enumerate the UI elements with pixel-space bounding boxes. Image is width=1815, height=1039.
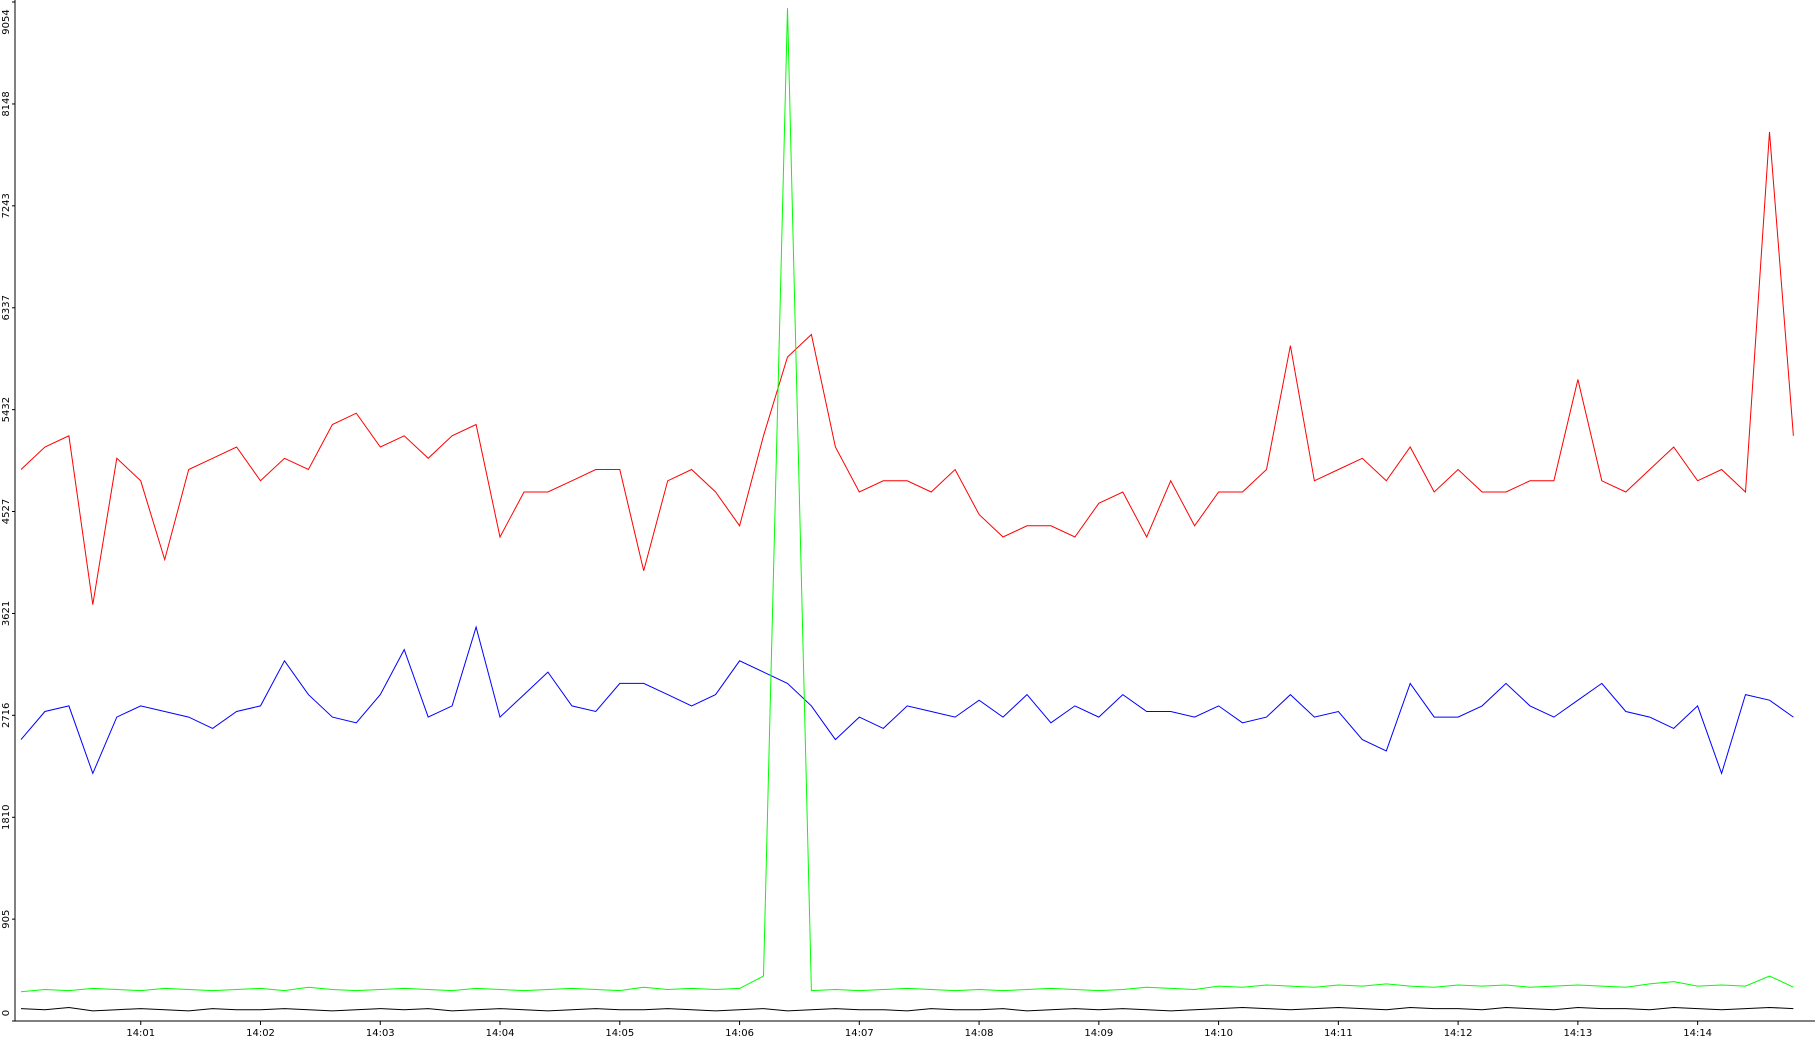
- y-tick-label: 9054: [1, 9, 12, 34]
- x-tick-label: 14:02: [246, 1028, 275, 1039]
- x-tick-label: 14:08: [965, 1028, 994, 1039]
- x-tick-label: 14:06: [725, 1028, 754, 1039]
- y-tick-label: 5432: [1, 397, 12, 422]
- x-tick-label: 14:10: [1204, 1028, 1233, 1039]
- y-tick-label: 2716: [1, 703, 12, 728]
- x-tick-label: 14:13: [1563, 1028, 1592, 1039]
- x-tick-label: 14:01: [126, 1028, 155, 1039]
- x-tick-label: 14:05: [605, 1028, 634, 1039]
- series-line: [20, 625, 1794, 775]
- x-tick-label: 14:11: [1324, 1028, 1353, 1039]
- y-tick-label: 4527: [1, 499, 12, 524]
- y-tick-label: 7243: [1, 193, 12, 218]
- y-tick-label: 905: [1, 910, 12, 929]
- y-tick-label: 6337: [1, 295, 12, 320]
- y-tick-label: 8148: [1, 91, 12, 116]
- x-tick-label: 14:09: [1084, 1028, 1113, 1039]
- y-tick-label: 0: [1, 1010, 12, 1016]
- y-tick-label: 3621: [1, 601, 12, 626]
- series-line: [20, 1006, 1794, 1012]
- x-tick-label: 14:07: [845, 1028, 874, 1039]
- series-line: [20, 8, 1794, 993]
- x-tick-label: 14:14: [1683, 1028, 1712, 1039]
- x-tick-label: 14:03: [366, 1028, 395, 1039]
- x-tick-label: 14:12: [1444, 1028, 1473, 1039]
- y-tick-label: 1810: [1, 805, 12, 830]
- x-tick-label: 14:04: [486, 1028, 515, 1039]
- series-line: [20, 131, 1794, 605]
